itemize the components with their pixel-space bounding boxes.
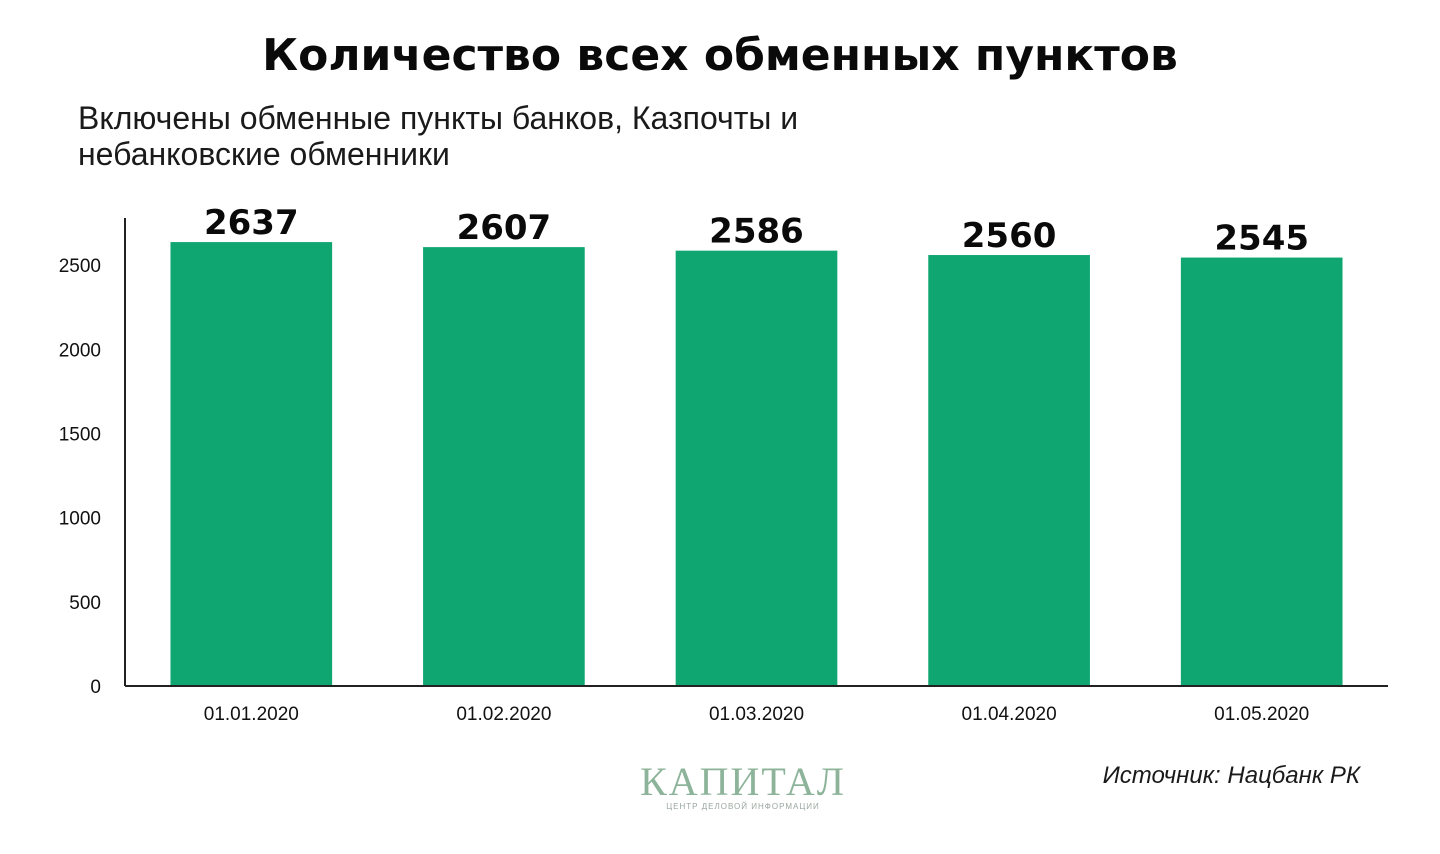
bar-value-label: 2560 bbox=[962, 216, 1057, 256]
x-axis-ticks: 01.01.2020 01.02.2020 01.03.2020 01.04.2020… bbox=[204, 704, 1309, 725]
chart-subtitle: Включены обменные пункты банков, Казпочт… bbox=[78, 100, 799, 172]
bar bbox=[675, 250, 838, 686]
y-axis-ticks: 0 500 1000 1500 2000 2500 bbox=[59, 256, 101, 698]
y-tick-label: 2500 bbox=[59, 256, 101, 277]
bar-value-label: 2607 bbox=[457, 208, 552, 248]
x-tick-label: 01.01.2020 bbox=[204, 704, 299, 725]
bar-value-label: 2545 bbox=[1214, 219, 1309, 259]
y-tick-label: 1000 bbox=[59, 509, 101, 530]
y-tick-label: 1500 bbox=[59, 424, 101, 445]
y-tick-label: 2000 bbox=[59, 340, 101, 361]
source-note: Источник: Нацбанк РК bbox=[1102, 762, 1360, 789]
bar bbox=[170, 242, 333, 687]
value-labels: 2637 2607 2586 2560 2545 bbox=[204, 203, 1309, 258]
chart-title: Количество всех обменных пунктов bbox=[262, 30, 1178, 81]
logo-wordmark: КАПИТАЛ bbox=[640, 759, 846, 804]
y-tick-label: 0 bbox=[90, 677, 101, 698]
bars bbox=[170, 242, 1343, 687]
x-tick-label: 01.02.2020 bbox=[456, 704, 551, 725]
y-tick-label: 500 bbox=[69, 593, 101, 614]
bar-value-label: 2586 bbox=[709, 212, 804, 252]
x-tick-label: 01.03.2020 bbox=[709, 704, 804, 725]
bar bbox=[423, 247, 585, 687]
x-tick-label: 01.04.2020 bbox=[962, 704, 1057, 725]
bar bbox=[1180, 257, 1343, 686]
bar bbox=[928, 255, 1090, 687]
x-tick-label: 01.05.2020 bbox=[1214, 704, 1309, 725]
kapital-logo: КАПИТАЛ ЦЕНТР ДЕЛОВОЙ ИНФОРМАЦИИ bbox=[600, 759, 886, 812]
bar-value-label: 2637 bbox=[204, 203, 299, 243]
logo-tagline: ЦЕНТР ДЕЛОВОЙ ИНФОРМАЦИИ bbox=[666, 802, 820, 811]
